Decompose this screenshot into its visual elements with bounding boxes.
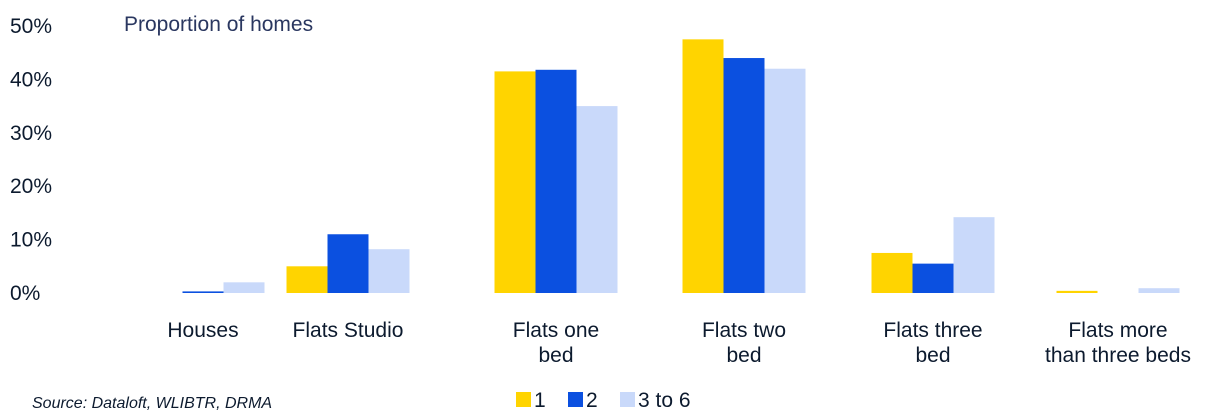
bar (182, 291, 224, 293)
bar (368, 249, 410, 293)
y-axis-ticks: 0% 10% 20% 30% 40% 50% (10, 15, 52, 305)
x-category-label: Flats two (702, 319, 786, 342)
bars (182, 39, 1180, 294)
bar (535, 69, 577, 294)
legend: 1 2 3 to 6 (516, 389, 691, 412)
bar (682, 39, 724, 293)
bar (494, 71, 536, 293)
x-category-label: bed (915, 344, 950, 367)
legend-swatch (568, 392, 583, 407)
legend-swatch (620, 392, 635, 407)
bar (723, 58, 765, 293)
y-tick-label: 20% (10, 175, 52, 198)
source-note: Source: Dataloft, WLIBTR, DRMA (32, 395, 272, 412)
y-tick-label: 10% (10, 229, 52, 252)
y-tick-label: 40% (10, 68, 52, 91)
x-category-label: Houses (167, 319, 238, 342)
legend-swatch (516, 392, 531, 407)
bar (912, 263, 954, 293)
x-category-label: than three beds (1045, 344, 1191, 367)
x-category-label: Flats one (513, 319, 599, 342)
y-tick-label: 50% (10, 15, 52, 38)
legend-label: 2 (586, 389, 598, 412)
bar (953, 217, 995, 293)
legend-label: 3 to 6 (638, 389, 691, 412)
y-axis-label: Proportion of homes (124, 13, 313, 36)
bar (286, 266, 328, 293)
bar (576, 106, 618, 293)
y-tick-label: 0% (10, 282, 40, 305)
bar (1138, 288, 1180, 293)
bar (1056, 290, 1098, 293)
y-tick-label: 30% (10, 122, 52, 145)
x-category-label: Flats Studio (293, 319, 404, 342)
x-category-label: bed (726, 344, 761, 367)
bar (871, 252, 913, 293)
x-category-label: Flats more (1068, 319, 1167, 342)
x-category-label: bed (538, 344, 573, 367)
x-category-label: Flats three (883, 319, 982, 342)
bar (223, 282, 265, 293)
bar (764, 68, 806, 293)
bar (327, 234, 369, 293)
legend-label: 1 (534, 389, 546, 412)
